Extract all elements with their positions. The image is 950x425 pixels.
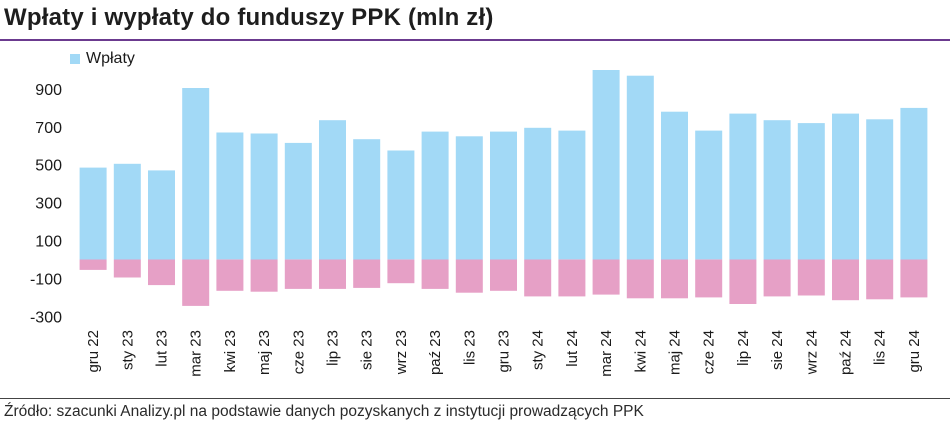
- inflow-bar-13: [524, 127, 552, 260]
- chart-title: Wpłaty i wypłaty do funduszy PPK (mln zł…: [4, 4, 494, 31]
- inflow-bar-4: [216, 132, 244, 260]
- outflow-bar-24: [900, 259, 928, 298]
- outflow-bar-6: [284, 259, 312, 289]
- inflow-bar-17: [661, 111, 688, 260]
- outflow-bar-18: [695, 259, 723, 298]
- outflow-bar-12: [490, 259, 517, 291]
- x-tick-label: kwi 24: [632, 330, 649, 373]
- inflow-bar-7: [319, 120, 346, 260]
- inflow-bar-6: [284, 142, 312, 260]
- outflow-bar-17: [661, 259, 688, 299]
- outflow-bar-11: [455, 259, 483, 293]
- inflow-bar-20: [763, 120, 791, 260]
- x-tick-label: maj 23: [256, 330, 273, 375]
- x-tick-label: lis 24: [872, 330, 889, 365]
- x-tick-label: sie 24: [769, 330, 786, 370]
- source-divider: [0, 398, 950, 399]
- x-tick-label: wrz 24: [803, 330, 820, 375]
- x-tick-label: lip 24: [735, 330, 752, 366]
- inflow-bar-5: [250, 133, 278, 260]
- x-tick-label: lis 23: [461, 330, 478, 365]
- x-tick-label: kwi 23: [222, 330, 239, 373]
- inflow-bar-1: [113, 163, 141, 260]
- outflow-bar-8: [353, 259, 381, 288]
- y-tick-label: -100: [30, 271, 62, 288]
- y-tick-label: 500: [35, 158, 62, 175]
- bar-chart: 900 700 500 300 100 -100 -300 gru 22 sty 23 lut …: [30, 70, 928, 377]
- y-tick-label: 100: [35, 234, 62, 251]
- x-tick-label: gru 22: [85, 330, 102, 373]
- outflow-bar-2: [148, 259, 175, 286]
- inflow-bar-14: [558, 130, 586, 260]
- x-tick-label: cze 24: [701, 330, 718, 374]
- x-tick-label: gru 24: [906, 330, 923, 373]
- x-tick-label: gru 23: [496, 330, 513, 373]
- x-tick-label: sie 23: [359, 330, 376, 370]
- outflow-bar-23: [866, 259, 894, 300]
- outflow-bar-4: [216, 259, 244, 291]
- outflow-bar-1: [113, 259, 141, 278]
- x-tick-label: paź 24: [838, 330, 855, 375]
- title-underline: [0, 39, 950, 41]
- x-tick-label: mar 24: [598, 330, 615, 377]
- inflow-bar-10: [421, 131, 449, 260]
- y-tick-label: 300: [35, 196, 62, 213]
- y-tick-label: 900: [35, 82, 62, 99]
- y-axis-labels: 900 700 500 300 100 -100 -300: [30, 82, 62, 326]
- outflow-bar-9: [387, 259, 415, 284]
- x-tick-label: sty 23: [119, 330, 136, 370]
- y-tick-label: -300: [30, 309, 62, 326]
- x-tick-label: mar 23: [188, 330, 205, 377]
- outflow-bar-21: [797, 259, 825, 296]
- legend: Wpłaty: [70, 50, 135, 68]
- x-tick-label: wrz 23: [393, 330, 410, 375]
- legend-label-inflow: Wpłaty: [86, 50, 135, 67]
- outflow-bar-16: [626, 259, 654, 299]
- inflow-bar-19: [729, 113, 757, 260]
- x-axis-labels: gru 22 sty 23 lut 23 mar 23 kwi 23 maj 23 cze …: [85, 330, 923, 377]
- inflow-bar-15: [592, 70, 620, 260]
- inflow-bar-24: [900, 107, 928, 260]
- outflow-bar-7: [319, 259, 346, 289]
- x-tick-label: maj 24: [667, 330, 684, 375]
- x-tick-label: paź 23: [427, 330, 444, 375]
- inflow-bar-21: [797, 123, 825, 260]
- x-tick-label: sty 24: [530, 330, 547, 370]
- inflow-bar-22: [832, 113, 859, 260]
- outflow-bar-14: [558, 259, 586, 297]
- bars-layer: [79, 70, 928, 306]
- x-tick-label: lip 23: [325, 330, 342, 366]
- inflow-bar-16: [626, 75, 654, 260]
- outflow-bar-13: [524, 259, 552, 297]
- outflow-bar-19: [729, 259, 757, 304]
- inflow-bar-3: [182, 88, 210, 260]
- inflow-bar-8: [353, 139, 381, 260]
- outflow-bar-3: [182, 259, 210, 306]
- y-tick-label: 700: [35, 120, 62, 137]
- outflow-bar-5: [250, 259, 278, 292]
- x-tick-label: cze 23: [290, 330, 307, 374]
- inflow-bar-9: [387, 150, 415, 260]
- inflow-bar-11: [455, 136, 483, 260]
- outflow-bar-0: [79, 259, 107, 270]
- inflow-bar-23: [866, 119, 894, 260]
- outflow-bar-20: [763, 259, 791, 297]
- x-tick-label: lut 23: [154, 330, 171, 367]
- outflow-bar-15: [592, 259, 620, 295]
- x-tick-label: lut 24: [564, 330, 581, 367]
- legend-swatch-inflow: [70, 54, 80, 64]
- source-note: Źródło: szacunki Analizy.pl na podstawie…: [4, 403, 644, 420]
- inflow-bar-0: [79, 167, 107, 260]
- inflow-bar-12: [490, 131, 517, 260]
- outflow-bar-22: [832, 259, 859, 301]
- outflow-bar-10: [421, 259, 449, 289]
- inflow-bar-18: [695, 130, 723, 260]
- inflow-bar-2: [148, 170, 175, 260]
